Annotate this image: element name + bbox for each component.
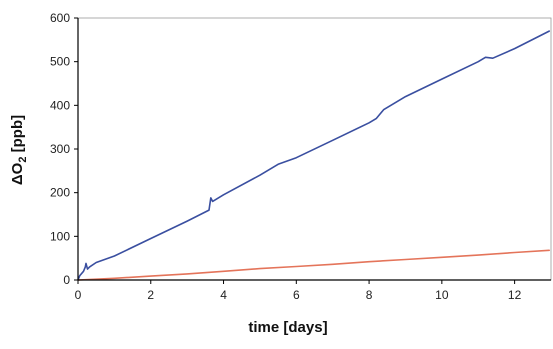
x-axis-title: time [days]: [248, 319, 327, 336]
x-tick-label: 10: [435, 288, 449, 302]
x-tick-label: 4: [220, 288, 227, 302]
series-line-2: [77, 249, 551, 281]
x-tick-label: 12: [508, 288, 522, 302]
x-tick-label: 8: [366, 288, 373, 302]
series-line-1: [77, 30, 551, 281]
x-tick-label: 0: [75, 288, 82, 302]
y-axis-title-base: ΔO: [9, 162, 26, 185]
y-axis-title: ΔO2 [ppb]: [9, 115, 29, 185]
y-tick-label: 0: [63, 273, 70, 287]
y-tick-label: 600: [50, 11, 70, 25]
y-tick-label: 500: [50, 55, 70, 69]
y-tick-label: 200: [50, 186, 70, 200]
y-axis-title-subscript: 2: [17, 157, 29, 163]
y-tick-label: 100: [50, 229, 70, 243]
y-tick-label: 300: [50, 142, 70, 156]
x-axis: 0 2 4 6 8 10 12: [75, 280, 522, 302]
y-axis-title-unit: [ppb]: [9, 115, 26, 157]
y-axis: 0 100 200 300 400 500 600: [50, 11, 78, 287]
series-layer: [77, 30, 551, 281]
x-tick-label: 6: [293, 288, 300, 302]
y-tick-label: 400: [50, 98, 70, 112]
x-tick-label: 2: [147, 288, 154, 302]
